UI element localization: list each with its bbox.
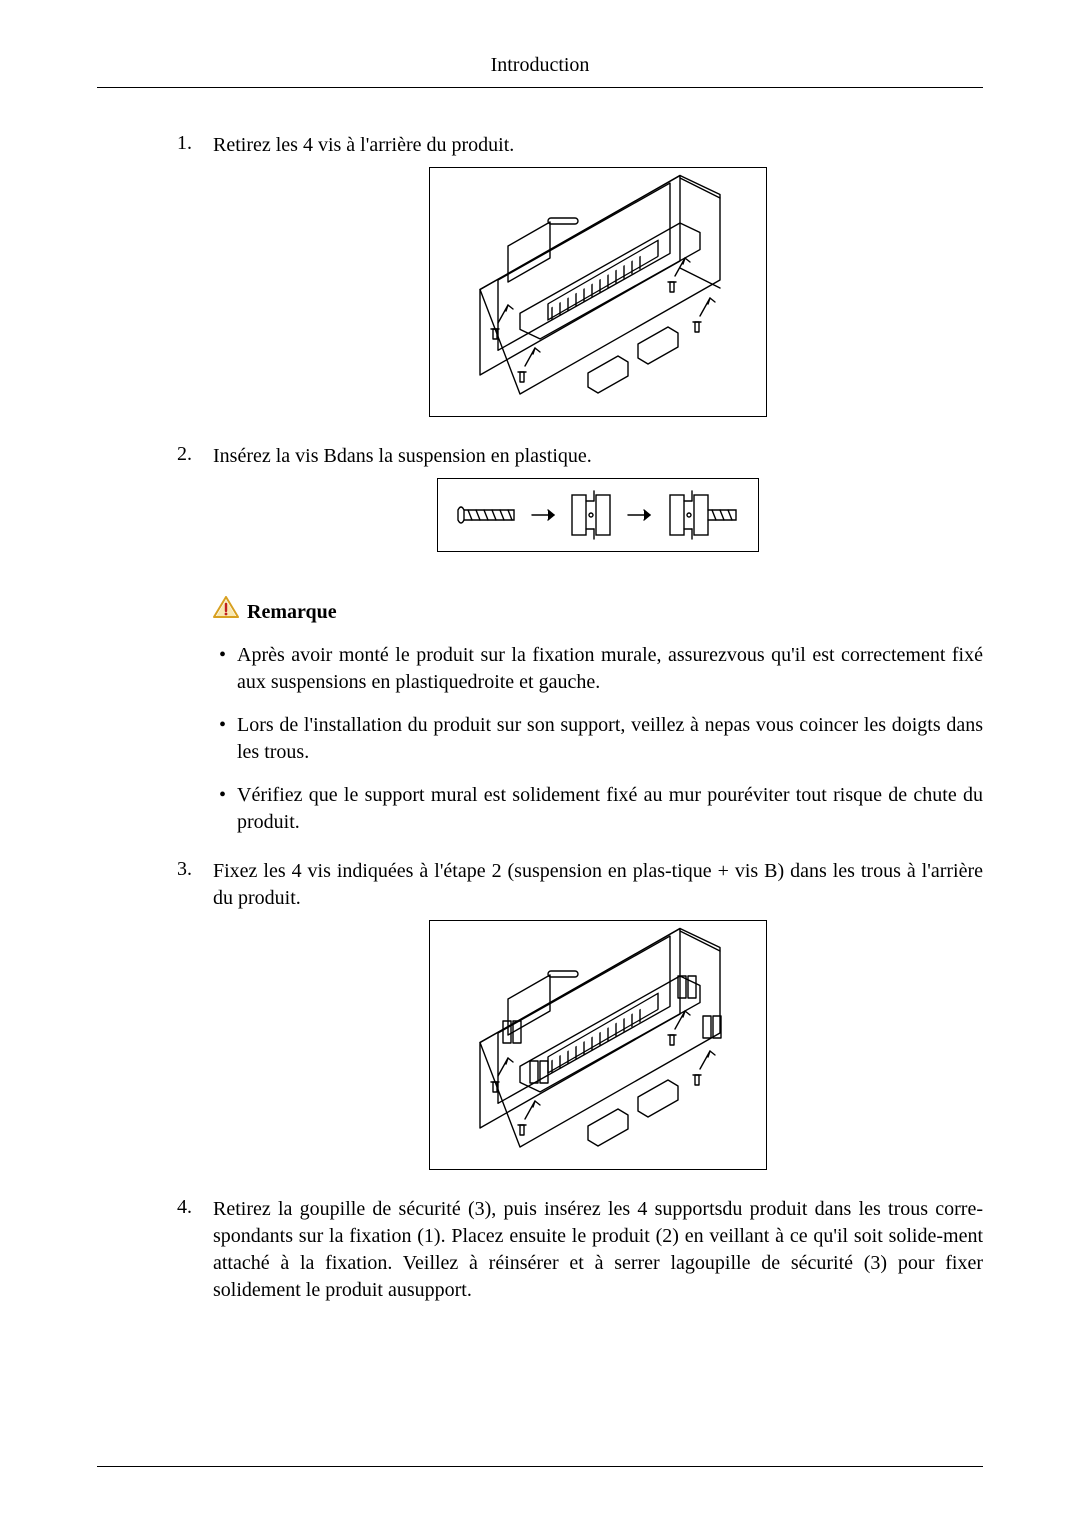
step-4: 4. Retirez la goupille de sécurité (3), … — [177, 1196, 983, 1304]
step-2-text: Insérez la vis Bdans la suspension en pl… — [213, 443, 983, 470]
step-2-figure — [213, 470, 983, 574]
page-title: Introduction — [491, 54, 590, 76]
screw-assembly-diagram — [438, 479, 758, 551]
step-2: 2. Insérez la vis Bdans la suspension en… — [177, 443, 983, 854]
step-4-number: 4. — [177, 1196, 213, 1304]
step-3: 3. Fixez les 4 vis indiquées à l'étape 2… — [177, 858, 983, 1192]
remark-heading: Remarque — [213, 596, 983, 626]
step-1-number: 1. — [177, 132, 213, 439]
tv-back-diagram-2 — [430, 921, 766, 1169]
step-1-figure — [213, 159, 983, 439]
remark-item-2: Lors de l'installation du produit sur so… — [213, 712, 983, 766]
step-3-figure — [213, 912, 983, 1192]
remark-title: Remarque — [247, 599, 337, 626]
step-4-text: Retirez la goupille de sécurité (3), pui… — [213, 1196, 983, 1304]
footer-rule — [97, 1466, 983, 1467]
remark-item-1: Après avoir monté le produit sur la fixa… — [213, 642, 983, 696]
remark-list: Après avoir monté le produit sur la fixa… — [213, 642, 983, 836]
remark-item-3: Vérifiez que le support mural est solide… — [213, 782, 983, 836]
step-1-text: Retirez les 4 vis à l'arrière du produit… — [213, 132, 983, 159]
step-3-number: 3. — [177, 858, 213, 1192]
step-3-text: Fixez les 4 vis indiquées à l'étape 2 (s… — [213, 858, 983, 912]
step-1: 1. Retirez les 4 vis à l'arrière du prod… — [177, 132, 983, 439]
warning-icon — [213, 596, 239, 618]
page-header: Introduction — [97, 54, 983, 88]
page-content: 1. Retirez les 4 vis à l'arrière du prod… — [97, 88, 983, 1304]
tv-back-diagram-1 — [430, 168, 766, 416]
step-2-number: 2. — [177, 443, 213, 854]
